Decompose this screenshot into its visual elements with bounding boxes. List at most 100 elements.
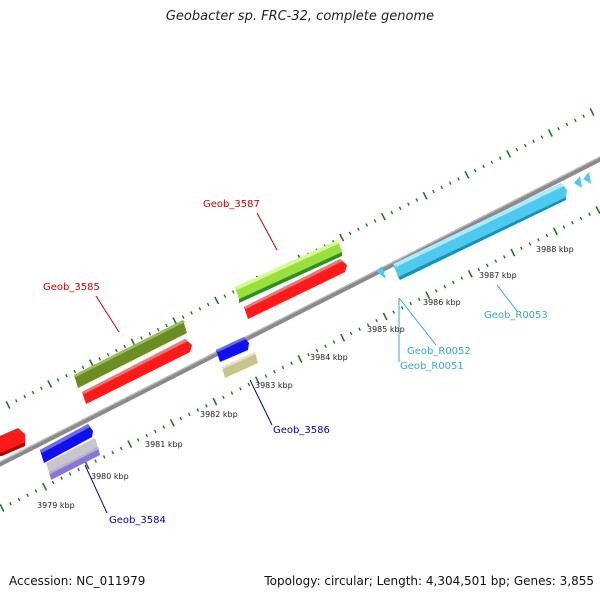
gene-label-geob-r0053[interactable]: Geob_R0053 xyxy=(484,310,548,321)
scale-tick xyxy=(77,467,80,472)
scale-tick xyxy=(68,472,72,476)
scale-tick xyxy=(467,269,473,278)
scale-tick xyxy=(365,223,369,227)
map-title: Geobacter sp. FRC-32, complete genome xyxy=(165,9,435,24)
feature-geob-3586-khaki-top xyxy=(222,352,256,369)
gene-label-geob-r0051[interactable]: Geob_R0051 xyxy=(400,361,464,372)
scale-tick xyxy=(552,227,558,236)
scale-tick xyxy=(14,399,18,403)
scale-tick xyxy=(528,242,532,246)
scale-tick xyxy=(119,446,123,451)
feature-geob-3587-darkgreen xyxy=(239,252,342,303)
scale-label: 3988 kbp xyxy=(536,245,574,254)
feature-small-cyan-2[interactable] xyxy=(583,172,591,184)
scale-tick xyxy=(451,280,455,285)
scale-tick xyxy=(281,365,285,370)
scale-label: 3979 kbp xyxy=(37,501,75,510)
scale-label: 3980 kbp xyxy=(91,472,129,481)
scale-tick xyxy=(490,160,494,165)
scale-tick xyxy=(502,255,506,259)
scale-tick xyxy=(26,493,29,498)
feature-geob-3587-red-top xyxy=(244,259,343,309)
scale-tick xyxy=(56,378,60,382)
genome-backbone-highlight xyxy=(0,156,600,463)
feature-geob-3586-khaki[interactable] xyxy=(222,352,258,378)
scale-tick xyxy=(136,438,140,442)
feature-geob-r0053-cyan-bottom xyxy=(398,197,566,280)
scale-tick xyxy=(115,348,118,353)
scale-tick xyxy=(102,455,106,459)
accession-text: Accession: NC_011979 xyxy=(9,574,146,588)
feature-red-left[interactable] xyxy=(0,428,25,452)
gene-label-geob-3587[interactable]: Geob_3587 xyxy=(203,199,260,210)
feature-layer xyxy=(0,172,591,480)
feature-geob-3584-blue-top xyxy=(40,424,90,453)
scale-tick xyxy=(498,156,502,160)
feature-geob-r0052-cyan[interactable] xyxy=(376,266,386,279)
feature-geob-3585-red-top xyxy=(82,339,188,394)
scale-tick xyxy=(464,170,470,179)
scale-label: 3981 kbp xyxy=(145,440,183,449)
scale-tick xyxy=(247,382,251,387)
gene-label-geob-3586[interactable]: Geob_3586 xyxy=(273,425,330,436)
scale-tick xyxy=(440,185,444,190)
scale-tick xyxy=(273,369,276,374)
feature-geob-3585-red[interactable] xyxy=(82,339,192,404)
scale-tick xyxy=(571,220,574,225)
feature-geob-3587-red[interactable] xyxy=(244,259,347,319)
scale-tick xyxy=(212,397,218,406)
scale-tick xyxy=(65,373,68,378)
scale-tick xyxy=(315,348,319,353)
scale-tick xyxy=(223,294,227,298)
scale-tick xyxy=(230,391,234,395)
gene-label-geob-r0052[interactable]: Geob_R0052 xyxy=(407,346,471,357)
scale-tick xyxy=(366,323,370,327)
scale-tick xyxy=(94,459,98,463)
scale-tick xyxy=(324,344,327,349)
scale-tick xyxy=(477,267,481,272)
gene-labels: Geob_3587 Geob_3585 Geob_3586 Geob_3584 … xyxy=(43,199,548,526)
scale-tick xyxy=(23,394,27,399)
scale-tick xyxy=(98,357,102,361)
scale-tick xyxy=(297,355,303,363)
scale-tick xyxy=(373,219,377,223)
genome-info-text: Topology: circular; Length: 4,304,501 bp… xyxy=(264,574,594,588)
scale-tick xyxy=(145,433,149,438)
scale-tick xyxy=(473,168,477,173)
feature-geob-r0053-cyan[interactable] xyxy=(393,183,567,277)
scale-tick xyxy=(181,315,185,319)
scale-tick xyxy=(9,501,12,506)
gene-label-geob-3585[interactable]: Geob_3585 xyxy=(43,282,100,293)
feature-geob-3584-silver[interactable] xyxy=(46,438,98,472)
scale-tick xyxy=(106,352,110,357)
scale-label: 3984 kbp xyxy=(310,353,348,362)
scale-tick xyxy=(153,429,157,434)
feature-geob-3586-blue-top xyxy=(216,337,246,352)
feature-geob-3587-lightgreen[interactable] xyxy=(235,240,342,299)
scale-tick xyxy=(448,181,452,185)
scale-tick xyxy=(510,248,516,257)
feature-geob-3586-blue[interactable] xyxy=(216,337,249,362)
scale-tick xyxy=(148,332,152,336)
scale-tick xyxy=(357,227,360,231)
feature-small-cyan-1[interactable] xyxy=(574,176,582,188)
feature-geob-3585-olive[interactable] xyxy=(74,320,187,388)
feature-geob-3584-lavender[interactable] xyxy=(49,447,100,480)
scale-tick xyxy=(51,480,55,485)
scale-tick xyxy=(60,476,63,480)
scale-tick xyxy=(547,129,553,137)
feature-geob-3584-blue[interactable] xyxy=(40,424,93,463)
gene-label-geob-3584[interactable]: Geob_3584 xyxy=(109,515,166,526)
scale-tick xyxy=(34,489,38,493)
scale-tick xyxy=(545,233,549,238)
scale-tick xyxy=(588,212,591,217)
scale-tick xyxy=(417,297,421,302)
feature-geob-3585-olive-top xyxy=(74,320,185,377)
scale-tick xyxy=(332,340,336,344)
scale-tick xyxy=(589,108,595,116)
scale-tick xyxy=(349,331,353,336)
scale-tick xyxy=(422,191,428,200)
scale-tick xyxy=(407,202,410,206)
scale-tick xyxy=(460,276,464,280)
scale-tick xyxy=(482,164,485,169)
